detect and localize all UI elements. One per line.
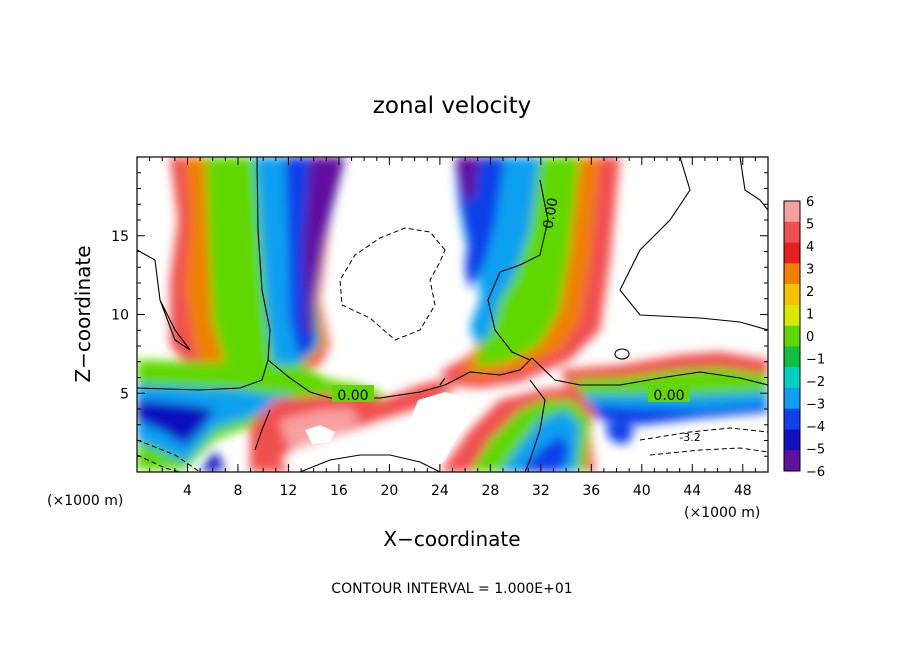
x-unit-right: (×1000 m) xyxy=(684,505,760,521)
colorbar-label: −3 xyxy=(806,398,825,413)
colorbar-swatch xyxy=(784,201,800,223)
x-tick-label: 4 xyxy=(183,483,192,499)
x-tick-label: 16 xyxy=(330,483,348,499)
colorbar-frame xyxy=(783,200,801,472)
x-tick-label: 12 xyxy=(280,483,298,499)
colorbar-label: 6 xyxy=(806,195,814,210)
x-tick-label: 24 xyxy=(431,483,449,499)
x-tick-label: 28 xyxy=(481,483,499,499)
velocity-field xyxy=(137,157,768,472)
x-tick-label: 44 xyxy=(683,483,701,499)
x-tick-label: 36 xyxy=(582,483,600,499)
x-tick-label: 32 xyxy=(532,483,550,499)
colorbar-swatch xyxy=(784,367,800,389)
colorbar-label: −5 xyxy=(806,443,825,458)
colorbar-swatch xyxy=(784,408,800,430)
colorbar-swatch xyxy=(784,221,800,243)
colorbar-label: −2 xyxy=(806,375,825,390)
contour-label: 0.00 xyxy=(540,197,561,230)
colorbar-label: −1 xyxy=(806,353,825,368)
x-tick-label: 40 xyxy=(633,483,651,499)
contour-label: 0.00 xyxy=(337,388,368,404)
colorbar-label: 1 xyxy=(806,308,814,323)
contour-interval-note: CONTOUR INTERVAL = 1.000E+01 xyxy=(331,581,572,597)
colorbar-swatch xyxy=(784,450,800,472)
plot-area: 0.00 0.00 0.00 -3.2 4 8 12 16 20 24 28 32 36 40 44… xyxy=(111,156,769,499)
y-tick-label: 10 xyxy=(111,308,129,324)
colorbar-label: 0 xyxy=(806,330,814,345)
colorbar-swatch xyxy=(784,346,800,368)
contour-lines xyxy=(137,157,768,472)
chart-title: zonal velocity xyxy=(373,93,531,119)
y-tick-label: 5 xyxy=(120,386,129,402)
x-tick-label: 8 xyxy=(233,483,242,499)
colorbar-label: 5 xyxy=(806,218,814,233)
colorbar-label: 2 xyxy=(806,285,814,300)
contour-labels: 0.00 0.00 0.00 -3.2 xyxy=(332,197,701,444)
colorbar-swatch xyxy=(784,304,800,326)
x-tick-label: 20 xyxy=(380,483,398,499)
colorbar-swatch xyxy=(784,284,800,306)
colorbar-swatch xyxy=(784,263,800,285)
x-unit-left: (×1000 m) xyxy=(47,493,123,509)
colorbar-label: 4 xyxy=(806,240,814,255)
colorbar: 6 5 4 3 2 1 0 −1 −2 −3 −4 −5 −6 xyxy=(783,195,825,480)
colorbar-label: −4 xyxy=(806,420,825,435)
x-axis-label: X−coordinate xyxy=(383,527,520,551)
colorbar-label: −6 xyxy=(806,465,825,480)
y-axis-label: Z−coordinate xyxy=(71,245,95,382)
colorbar-label: 3 xyxy=(806,263,814,278)
colorbar-swatch xyxy=(784,242,800,264)
y-tick-label: 15 xyxy=(111,229,129,245)
colorbar-swatch xyxy=(784,325,800,347)
colorbar-swatch xyxy=(784,387,800,409)
colorbar-swatch xyxy=(784,429,800,451)
contour-label: 0.00 xyxy=(653,388,684,404)
x-tick-label: 48 xyxy=(734,483,752,499)
contour-label: -3.2 xyxy=(679,431,700,444)
